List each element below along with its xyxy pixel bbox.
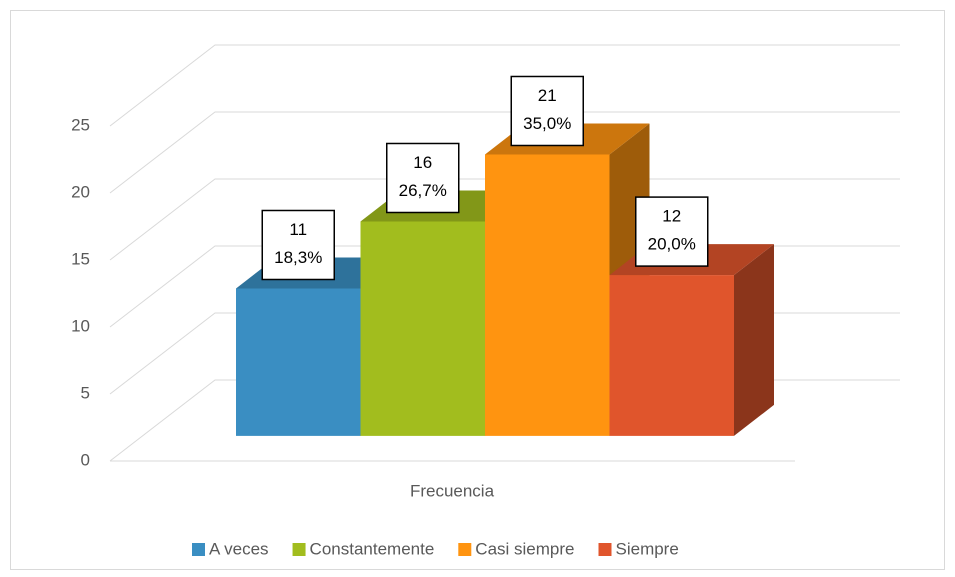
data-label: 11 — [289, 220, 307, 239]
data-label: 20,0% — [648, 235, 696, 254]
data-label: 12 — [662, 207, 681, 226]
data-label-box — [510, 75, 584, 147]
legend-swatch — [292, 543, 306, 556]
data-label: 16 — [413, 153, 432, 172]
data-label: 21 — [538, 86, 557, 105]
y-tick-label: 5 — [81, 383, 90, 402]
grid-line — [109, 44, 900, 127]
y-tick-label: 25 — [71, 115, 90, 134]
legend-label: A veces — [209, 539, 269, 558]
data-label: 18,3% — [274, 248, 322, 267]
x-tick-label: Frecuencia — [410, 481, 495, 500]
y-tick-label: 20 — [71, 182, 90, 201]
data-label: 35,0% — [523, 114, 571, 133]
data-label: 26,7% — [399, 181, 447, 200]
data-label-box — [261, 209, 335, 281]
data-label-box — [386, 142, 460, 214]
grid-line — [109, 111, 900, 194]
grid-line — [109, 178, 900, 261]
y-tick-label: 0 — [81, 450, 90, 469]
legend-label: Constantemente — [310, 539, 435, 558]
bar-front — [609, 275, 734, 436]
bar-side — [734, 244, 774, 436]
bar — [609, 244, 774, 436]
legend-swatch — [598, 543, 612, 556]
legend-label: Siempre — [616, 539, 679, 558]
y-tick-label: 10 — [71, 316, 90, 335]
bar-front — [360, 221, 485, 436]
legend-label: Casi siempre — [475, 539, 574, 558]
data-label-box — [635, 196, 709, 267]
bar-front — [236, 288, 361, 436]
legend-swatch — [192, 543, 205, 556]
bar-front — [485, 154, 610, 436]
legend-swatch — [458, 543, 472, 556]
y-tick-label: 15 — [71, 249, 90, 268]
